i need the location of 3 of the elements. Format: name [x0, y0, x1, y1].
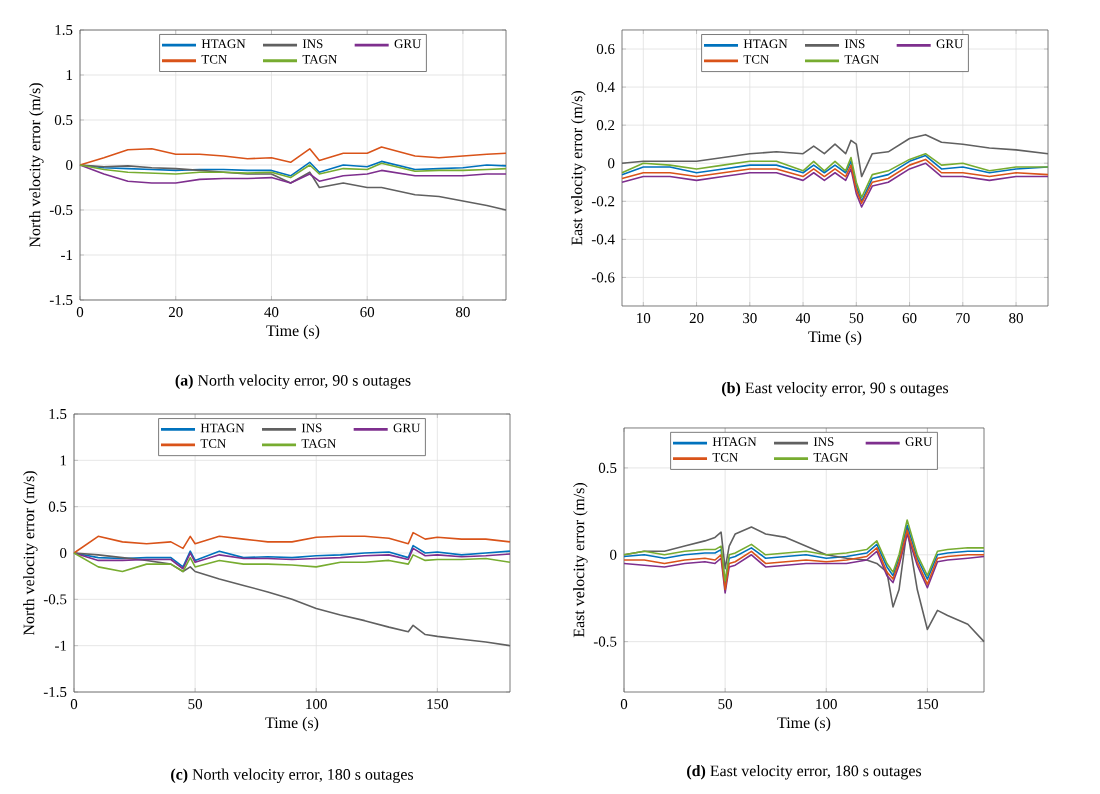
- line-series: [73, 531, 511, 554]
- line-series: [73, 552, 511, 573]
- line-series: [79, 146, 507, 166]
